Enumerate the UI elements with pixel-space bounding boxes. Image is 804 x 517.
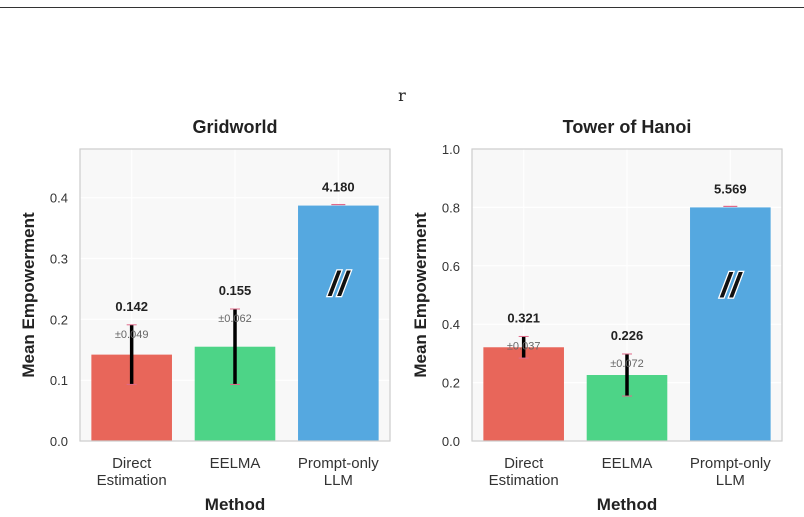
x-tick-label: Estimation [97,472,167,489]
x-tick-label: EELMA [210,455,261,472]
figure-suptitle: r [398,86,406,105]
error-label: ±0.037 [507,340,541,352]
error-label: ±0.062 [218,313,252,325]
y-tick-label: 0.0 [442,434,460,449]
x-tick-label: EELMA [602,455,653,472]
x-tick-label: LLM [324,472,353,489]
x-tick-label: Prompt-only [298,455,379,472]
x-axis-label: Method [597,495,657,514]
value-label: 0.155 [219,283,252,298]
y-tick-label: 0.1 [50,373,68,388]
x-tick-label: Prompt-only [690,455,771,472]
x-tick-label: Estimation [489,472,559,489]
y-tick-label: 0.6 [442,259,460,274]
y-tick-label: 0.0 [50,434,68,449]
y-tick-label: 0.8 [442,200,460,215]
x-tick-label: Direct [112,455,152,472]
y-tick-label: 0.4 [50,191,68,206]
axis-break-marker: // [719,267,743,305]
x-tick-label: Direct [504,455,544,472]
y-axis-label: Mean Empowerment [19,212,38,378]
x-tick-label: LLM [716,472,745,489]
y-axis-label: Mean Empowerment [411,212,430,378]
y-tick-label: 0.2 [50,312,68,327]
chart-title: Tower of Hanoi [563,117,692,137]
error-label: ±0.049 [115,329,149,341]
value-label: 0.142 [115,299,148,314]
chart-title: Gridworld [193,117,278,137]
value-label: 0.321 [507,310,540,325]
plot-frame [471,148,783,442]
y-tick-label: 0.4 [442,317,460,332]
x-axis-label: Method [205,495,265,514]
axis-break-marker: // [327,266,351,304]
plot-frame [79,148,391,442]
y-tick-label: 0.2 [442,376,460,391]
chart-panel-1: // 0.142 ±0.049 0.155 ±0.062 4.180 0.0 0.1 0.2 0.… [19,117,391,514]
value-label: 5.569 [714,181,747,196]
y-tick-label: 1.0 [442,142,460,157]
top-rule [0,7,804,8]
error-label: ±0.072 [610,358,644,370]
y-tick-label: 0.3 [50,252,68,267]
value-label: 0.226 [611,328,644,343]
bar [690,207,771,441]
chart-panel-2: // 0.321 ±0.037 0.226 ±0.072 5.569 0.0 0.2 0.4 0.… [411,117,783,514]
bar [298,205,379,441]
bar [483,347,564,441]
value-label: 4.180 [322,180,355,195]
